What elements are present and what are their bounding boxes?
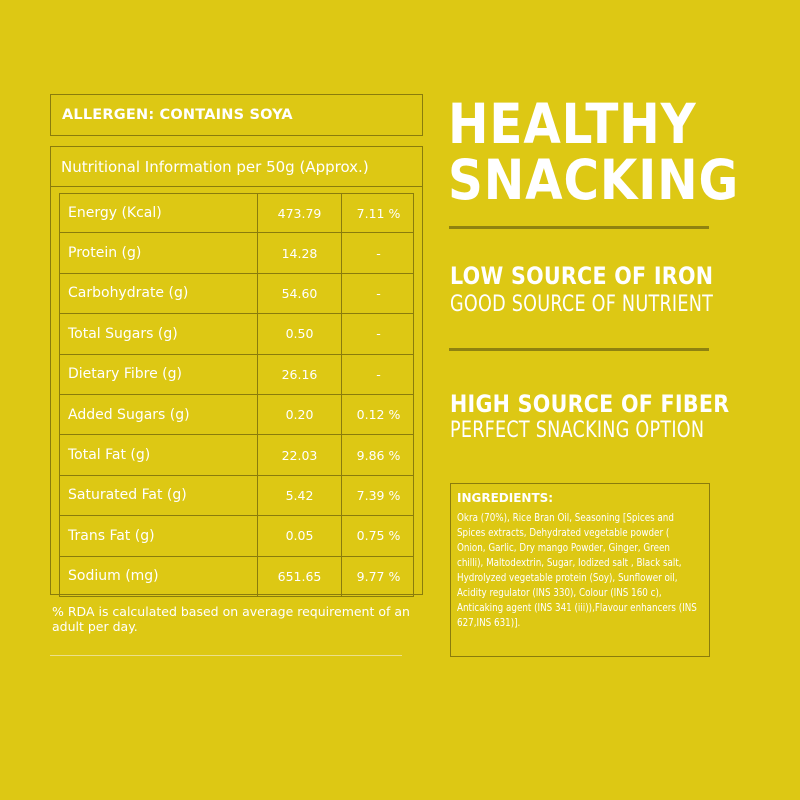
nutrition-table: Nutritional Information per 50g (Approx.…: [50, 146, 423, 597]
claim-sub-iron: GOOD SOURCE OF NUTRIENT: [450, 292, 714, 317]
row-value: 651.65: [258, 556, 342, 596]
row-label: Carbohydrate (g): [60, 273, 258, 314]
row-value: 473.79: [258, 194, 342, 233]
table-row: Sodium (mg) 651.65 9.77 %: [59, 556, 414, 597]
row-rda: 7.11 %: [356, 205, 401, 221]
claim-heading-iron: LOW SOURCE OF IRON: [450, 262, 714, 290]
row-label: Protein (g): [60, 233, 258, 273]
row-label: Energy (Kcal): [60, 194, 258, 233]
row-rda: 7.39 %: [356, 487, 401, 503]
nutrition-rows: Energy (Kcal) 473.79 7.11 % Protein (g) 14.…: [51, 187, 422, 597]
row-rda: -: [376, 326, 381, 342]
ingredients-box: INGREDIENTS: Okra (70%), Rice Bran Oil, …: [450, 483, 710, 657]
row-label: Sodium (mg): [60, 556, 258, 596]
table-row: Total Fat (g) 22.03 9.86 %: [59, 435, 414, 476]
row-value: 54.60: [258, 273, 342, 314]
row-rda: -: [376, 285, 381, 301]
ingredients-text: Okra (70%), Rice Bran Oil, Seasoning [Sp…: [457, 513, 697, 629]
headline: HEALTHY SNACKING: [448, 92, 740, 212]
table-row: Protein (g) 14.28 -: [59, 233, 414, 274]
row-label: Trans Fat (g): [60, 516, 258, 556]
row-rda: -: [376, 366, 381, 382]
footnote-divider: [50, 655, 402, 656]
claim-heading-fiber: HIGH SOURCE OF FIBER: [450, 390, 730, 418]
table-row: Carbohydrate (g) 54.60 -: [59, 273, 414, 315]
row-value: 0.20: [258, 394, 342, 435]
row-rda: 9.86 %: [356, 447, 401, 463]
row-rda: -: [376, 245, 381, 261]
table-row: Trans Fat (g) 0.05 0.75 %: [59, 516, 414, 557]
row-label: Added Sugars (g): [60, 394, 258, 435]
rda-footnote: % RDA is calculated based on average req…: [52, 604, 410, 634]
row-rda: 0.12 %: [356, 407, 401, 423]
row-rda: 9.77 %: [356, 568, 401, 584]
row-label: Dietary Fibre (g): [60, 354, 258, 394]
section-divider: [449, 348, 709, 351]
headline-line-2: SNACKING: [448, 148, 740, 212]
row-label: Total Sugars (g): [60, 314, 258, 354]
ingredients-title: INGREDIENTS:: [457, 491, 554, 505]
table-row: Energy (Kcal) 473.79 7.11 %: [59, 193, 414, 234]
nutrition-table-title: Nutritional Information per 50g (Approx.…: [51, 147, 422, 187]
row-label: Saturated Fat (g): [60, 475, 258, 516]
claim-sub-fiber: PERFECT SNACKING OPTION: [450, 418, 705, 443]
row-rda: 0.75 %: [356, 528, 401, 544]
row-label: Total Fat (g): [60, 435, 258, 475]
section-divider: [449, 226, 709, 229]
table-row: Saturated Fat (g) 5.42 7.39 %: [59, 475, 414, 517]
row-value: 0.05: [258, 516, 342, 556]
row-value: 22.03: [258, 435, 342, 475]
row-value: 26.16: [258, 354, 342, 394]
row-value: 5.42: [258, 475, 342, 516]
table-row: Dietary Fibre (g) 26.16 -: [59, 354, 414, 395]
row-value: 0.50: [258, 314, 342, 354]
allergen-banner: ALLERGEN: CONTAINS SOYA: [50, 94, 423, 136]
table-row: Total Sugars (g) 0.50 -: [59, 314, 414, 355]
row-value: 14.28: [258, 233, 342, 273]
table-row: Added Sugars (g) 0.20 0.12 %: [59, 394, 414, 436]
headline-line-1: HEALTHY: [448, 92, 697, 156]
